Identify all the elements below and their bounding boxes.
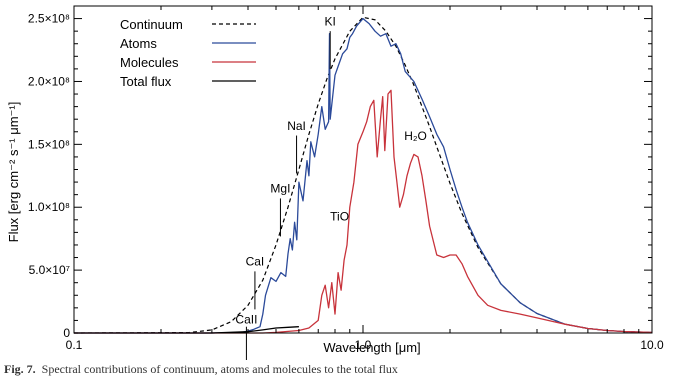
caption-text: Spectral contributions of continuum, ato… [41, 362, 398, 376]
caption-label: Fig. 7. [4, 362, 36, 376]
y-tick-label: 1.0×10⁸ [28, 200, 70, 214]
series-line-atoms [74, 17, 653, 334]
series-layer [73, 16, 653, 334]
x-axis-label: Wavelength [μm] [323, 340, 420, 355]
x-tick-label: 10.0 [640, 338, 664, 352]
legend: Continuum Atoms Molecules Total flux [120, 17, 256, 89]
y-tick-label: 2.5×10⁸ [28, 12, 70, 26]
x-tick-label: 0.1 [66, 338, 83, 352]
y-tick-label: 0 [63, 326, 70, 340]
annotation-cai: CaI [246, 255, 265, 269]
legend-label-atoms: Atoms [120, 36, 157, 51]
y-axis-label: Flux [erg cm⁻² s⁻¹ μm⁻¹] [6, 102, 21, 243]
tick-layer: 0.1 1.0 10.0 0 5.0×10⁷ 1.0×10⁸ 1.5×10⁸ 2.0×10⁸ 2… [28, 6, 664, 352]
figure-caption: Fig. 7. Spectral contributions of continu… [4, 362, 686, 378]
annotation-ki: KI [325, 14, 336, 28]
y-tick-label: 5.0×10⁷ [29, 263, 70, 277]
series-line-molecules [74, 89, 653, 334]
legend-label-continuum: Continuum [120, 17, 183, 32]
annotation-caii: CaII [235, 312, 257, 326]
annotation-layer: CaII CaI MgI NaI KI TiO H₂O [235, 14, 427, 360]
x-tick-label: 1.0 [355, 338, 372, 352]
chart: CaII CaI MgI NaI KI TiO H₂O 0.1 1.0 10.0 0 5.0×10⁷… [6, 5, 664, 360]
annotation-mgi: MgI [270, 182, 290, 196]
annotation-h-o: H₂O [404, 129, 427, 143]
y-tick-label: 1.5×10⁸ [28, 137, 70, 151]
legend-label-molecules: Molecules [120, 55, 179, 70]
y-tick-label: 2.0×10⁸ [28, 74, 70, 88]
annotation-nai: NaI [287, 119, 306, 133]
annotation-tio: TiO [330, 209, 349, 223]
legend-label-total-flux: Total flux [120, 74, 172, 89]
